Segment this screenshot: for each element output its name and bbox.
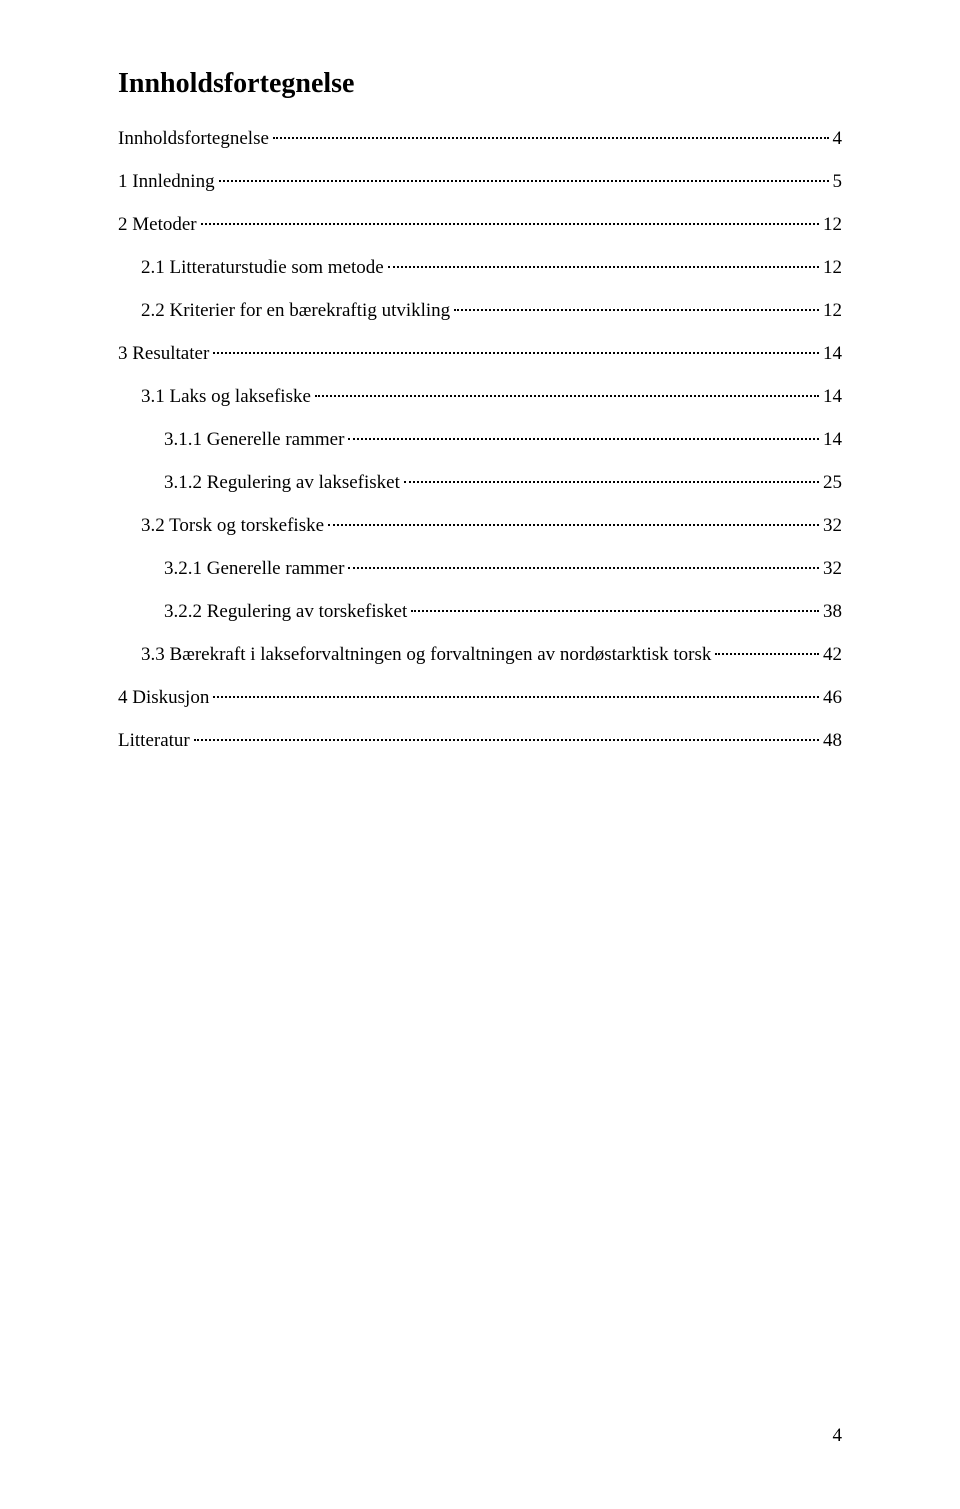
toc-dots [194, 739, 819, 741]
toc-entry-page: 42 [823, 644, 842, 666]
toc-entry: 3 Resultater 14 [118, 343, 842, 365]
toc-entry-page: 32 [823, 558, 842, 580]
toc-entry-label: 3 Resultater [118, 343, 209, 365]
toc-dots [273, 137, 829, 139]
toc-entry: 1 Innledning 5 [118, 171, 842, 193]
toc-dots [404, 481, 819, 483]
toc-entry-page: 14 [823, 343, 842, 365]
toc-dots [388, 266, 819, 268]
toc-dots [454, 309, 819, 311]
toc-entry: 3.1.1 Generelle rammer 14 [118, 429, 842, 451]
toc-dots [348, 438, 819, 440]
toc-entry: Innholdsfortegnelse 4 [118, 128, 842, 150]
toc-entry-label: 3.3 Bærekraft i lakseforvaltningen og fo… [141, 644, 711, 666]
toc-entry-label: 2 Metoder [118, 214, 197, 236]
toc-entry-label: 3.1.2 Regulering av laksefisket [164, 472, 400, 494]
toc-entry: 3.1.2 Regulering av laksefisket 25 [118, 472, 842, 494]
page-number: 4 [833, 1425, 843, 1447]
toc-dots [315, 395, 819, 397]
toc-entry-page: 12 [823, 257, 842, 279]
toc-entry: 4 Diskusjon 46 [118, 687, 842, 709]
toc-entry-page: 32 [823, 515, 842, 537]
toc-entry: 3.1 Laks og laksefiske 14 [118, 386, 842, 408]
toc-entry-page: 12 [823, 300, 842, 322]
toc-entry: 2 Metoder 12 [118, 214, 842, 236]
toc-entry: 3.2 Torsk og torskefiske 32 [118, 515, 842, 537]
toc-entry-page: 5 [833, 171, 843, 193]
toc-entry: 3.2.1 Generelle rammer 32 [118, 558, 842, 580]
toc-entry-page: 48 [823, 730, 842, 752]
toc-entry-page: 14 [823, 386, 842, 408]
toc-dots [411, 610, 819, 612]
toc-entry-label: 3.2.1 Generelle rammer [164, 558, 344, 580]
toc-entry: 3.3 Bærekraft i lakseforvaltningen og fo… [118, 644, 842, 666]
toc-entry-label: 3.2 Torsk og torskefiske [141, 515, 324, 537]
toc-dots [213, 352, 819, 354]
toc-entry-label: 3.1.1 Generelle rammer [164, 429, 344, 451]
toc-entry: 2.1 Litteraturstudie som metode 12 [118, 257, 842, 279]
toc-entry-label: 4 Diskusjon [118, 687, 209, 709]
toc-title: Innholdsfortegnelse [118, 68, 842, 100]
toc-entry-page: 25 [823, 472, 842, 494]
toc-dots [213, 696, 819, 698]
toc-entry-label: 2.1 Litteraturstudie som metode [141, 257, 384, 279]
toc-entry-page: 38 [823, 601, 842, 623]
toc-entry: 3.2.2 Regulering av torskefisket 38 [118, 601, 842, 623]
toc-entry-label: 2.2 Kriterier for en bærekraftig utvikli… [141, 300, 450, 322]
toc-entry-label: 1 Innledning [118, 171, 215, 193]
toc-entry-label: Innholdsfortegnelse [118, 128, 269, 150]
toc-entry-page: 46 [823, 687, 842, 709]
toc-entry-label: 3.2.2 Regulering av torskefisket [164, 601, 407, 623]
toc-dots [348, 567, 819, 569]
toc-entry-label: Litteratur [118, 730, 190, 752]
toc-entry-page: 4 [833, 128, 843, 150]
toc-list: Innholdsfortegnelse 4 1 Innledning 5 2 Met… [118, 128, 842, 752]
toc-dots [219, 180, 829, 182]
toc-entry: 2.2 Kriterier for en bærekraftig utvikli… [118, 300, 842, 322]
toc-entry-label: 3.1 Laks og laksefiske [141, 386, 311, 408]
toc-dots [328, 524, 819, 526]
toc-entry-page: 14 [823, 429, 842, 451]
toc-dots [715, 653, 819, 655]
toc-dots [201, 223, 819, 225]
toc-entry-page: 12 [823, 214, 842, 236]
toc-entry: Litteratur 48 [118, 730, 842, 752]
